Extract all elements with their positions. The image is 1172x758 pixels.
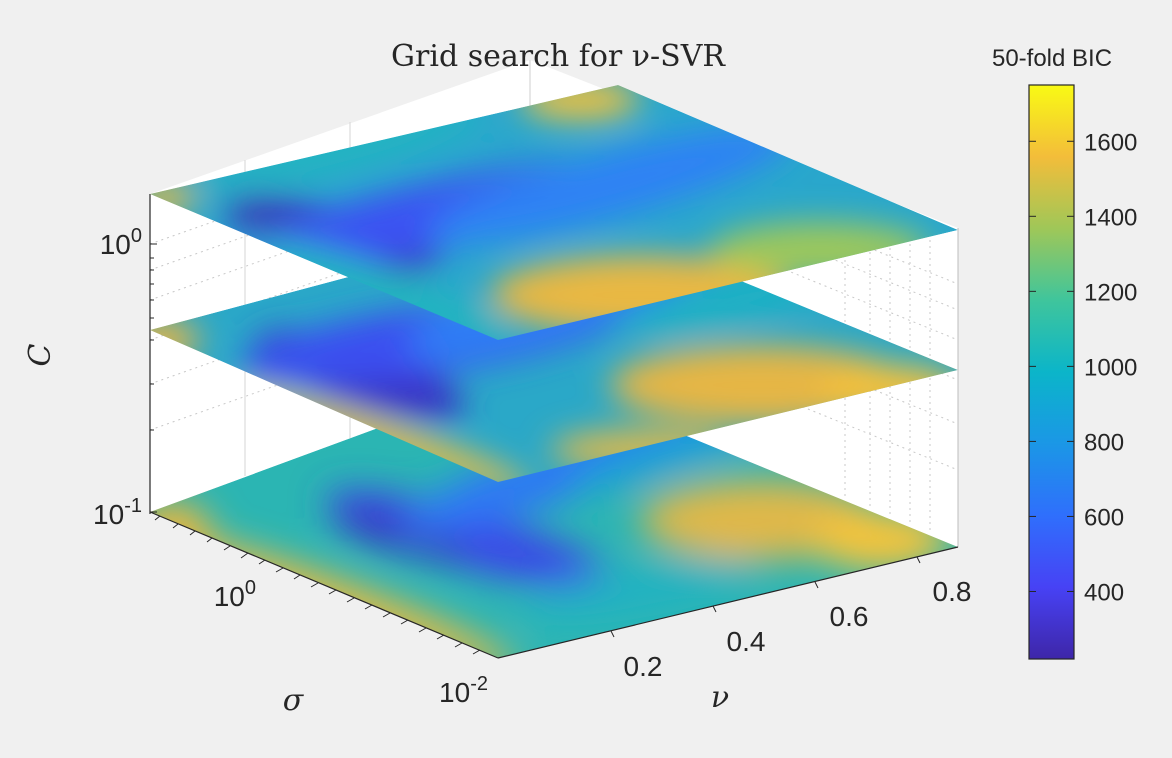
sigma-ticks <box>154 515 481 655</box>
nu-axis-label: ν <box>711 680 729 715</box>
sigma-axis-label: σ <box>283 683 305 718</box>
sigma-tick-label-2: 10-2 <box>439 673 488 708</box>
nu-ticks <box>610 556 921 638</box>
colorbar-tick-label: 600 <box>1084 504 1124 531</box>
colorbar-tick-label: 800 <box>1084 429 1124 456</box>
colorbar-tick-label: 1600 <box>1084 129 1137 156</box>
nu-tick-label-2: 0.4 <box>727 626 766 657</box>
nu-axis-line <box>497 546 959 659</box>
nu-tick-label-1: 0.2 <box>624 651 663 682</box>
z-tick-label-top: 100 <box>100 225 142 260</box>
colorbar: 50-fold BIC 1600 1400 1200 1000 800 600 400 <box>992 45 1137 660</box>
sigma-tick-label-1: 100 <box>214 577 256 612</box>
chart-title: Grid search for ν-SVR <box>391 39 726 74</box>
colorbar-label: 50-fold BIC <box>992 45 1112 72</box>
sigma-axis-line <box>149 511 499 659</box>
colorbar-tick-label: 1000 <box>1084 354 1137 381</box>
colorbar-tick-label: 1200 <box>1084 279 1137 306</box>
colorbar-ticks: 1600 1400 1200 1000 800 600 400 <box>1029 129 1137 606</box>
z-ticks <box>150 243 157 513</box>
floor-axes <box>149 243 959 659</box>
z-axis-label: C <box>23 343 58 366</box>
colorbar-tick-label: 400 <box>1084 579 1124 606</box>
nu-tick-label-3: 0.6 <box>830 601 869 632</box>
z-tick-label-bottom: 10-1 <box>93 495 142 530</box>
nu-tick-label-4: 0.8 <box>933 576 972 607</box>
colorbar-tick-label: 1400 <box>1084 204 1137 231</box>
colorbar-bar <box>1028 84 1075 660</box>
